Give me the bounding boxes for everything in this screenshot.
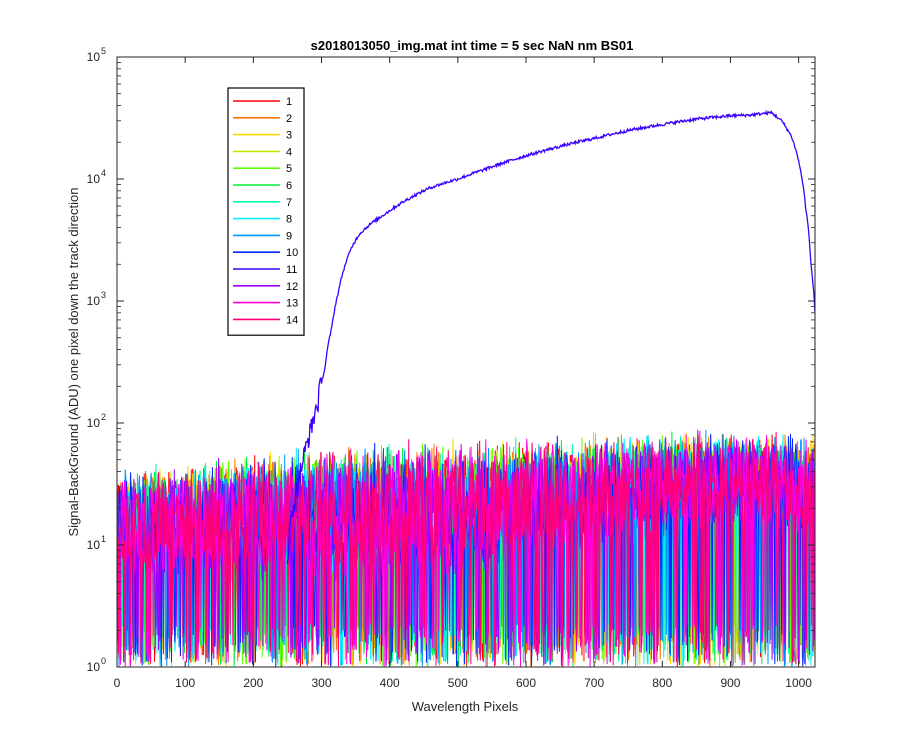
legend-entry: 3 [233,130,292,142]
series-lines [117,109,815,667]
x-tick-label: 600 [516,676,536,690]
legend-entry: 7 [233,197,292,209]
legend-entry: 12 [233,281,298,293]
legend-entry: 11 [233,264,297,276]
y-axis-label: Signal-BackGround (ADU) one pixel down t… [66,187,81,536]
legend-label: 7 [286,197,292,209]
x-tick-label: 100 [175,676,195,690]
y-tick-exponent: 4 [101,168,106,178]
x-tick-label: 500 [448,676,468,690]
y-tick-label: 10 [87,172,101,186]
legend-label: 1 [286,96,292,108]
legend-entry: 2 [233,113,292,125]
x-tick-label: 1000 [785,676,812,690]
legend-entry: 8 [233,214,292,226]
legend-label: 11 [286,264,297,276]
series-line-14 [117,431,815,667]
y-tick-exponent: 2 [101,412,106,422]
series-line-11 [286,109,815,564]
legend-entry: 1 [233,96,292,108]
x-axis-label: Wavelength Pixels [412,699,519,714]
legend-label: 2 [286,113,292,125]
y-tick-exponent: 1 [101,534,106,544]
x-tick-label: 700 [584,676,604,690]
x-tick-label: 0 [114,676,121,690]
legend-label: 12 [286,281,298,293]
x-tick-label: 800 [652,676,672,690]
y-tick-label: 10 [87,416,101,430]
legend-entry: 9 [233,230,292,242]
legend-label: 5 [286,163,292,175]
plot-area [117,109,815,667]
x-tick-label: 400 [380,676,400,690]
x-tick-label: 900 [720,676,740,690]
legend-entry: 14 [233,314,298,326]
legend-entry: 4 [233,146,292,158]
x-tick-label: 200 [243,676,263,690]
y-tick-label: 10 [87,294,101,308]
axes-box [116,56,816,668]
x-tick-label: 300 [311,676,331,690]
y-tick-label: 10 [87,660,101,674]
legend-label: 3 [286,130,292,142]
chart-title: s2018013050_img.mat int time = 5 sec NaN… [311,38,634,53]
legend-box [227,87,305,336]
y-tick-exponent: 0 [101,656,106,666]
legend-label: 8 [286,214,292,226]
y-tick-label: 10 [87,538,101,552]
y-tick-exponent: 3 [101,290,106,300]
legend-entry: 10 [233,247,298,259]
legend-label: 9 [286,230,292,242]
legend-entry: 5 [233,163,292,175]
legend-label: 10 [286,247,298,259]
legend-label: 6 [286,180,292,192]
legend-entry: 13 [233,298,298,310]
legend-entry: 6 [233,180,292,192]
legend-label: 13 [286,298,298,310]
y-tick-label: 10 [87,50,101,64]
legend-label: 4 [286,146,292,158]
y-tick-exponent: 5 [101,46,106,56]
legend-label: 14 [286,314,298,326]
